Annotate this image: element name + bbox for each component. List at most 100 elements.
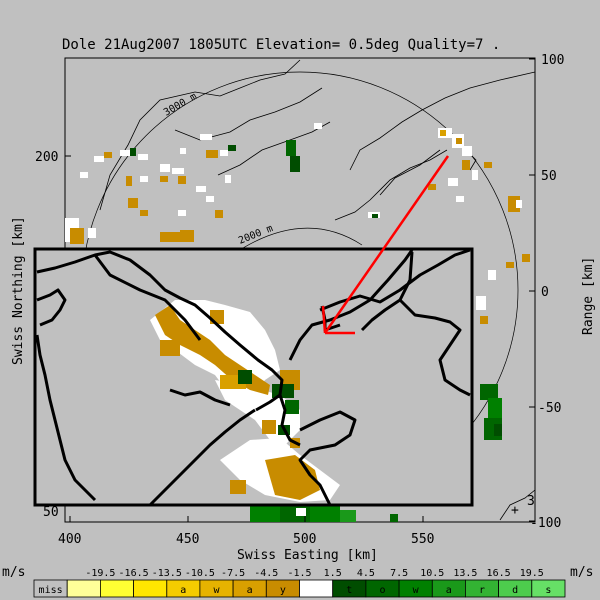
colorbar-tick-label: -7.5 bbox=[221, 568, 245, 579]
colorbar-cell-label: w bbox=[213, 585, 220, 596]
border-7 bbox=[360, 251, 414, 332]
range-tick-label: -100 bbox=[530, 516, 561, 531]
chart-title: Dole 21Aug2007 1805UTC Elevation= 0.5deg… bbox=[62, 37, 500, 53]
echo bbox=[494, 424, 502, 436]
range-tick-label: 100 bbox=[541, 53, 564, 68]
outline-5 bbox=[349, 71, 536, 171]
echo bbox=[488, 398, 502, 418]
echo bbox=[128, 198, 138, 208]
colorbar-tick-label: 1.5 bbox=[324, 568, 342, 579]
range-tick-label: 0 bbox=[541, 285, 549, 300]
colorbar-tick-label: 10.5 bbox=[420, 568, 444, 579]
colorbar-cell bbox=[100, 579, 135, 598]
y-axis-left: 200 50 Swiss Northing [km] bbox=[11, 150, 71, 520]
outline-3 bbox=[217, 121, 331, 176]
echo bbox=[506, 262, 514, 268]
colorbar-cells: miss a w a y t o w a r d s bbox=[33, 579, 566, 598]
colorbar-tick-label: -10.5 bbox=[185, 568, 215, 579]
x-tick-label: 450 bbox=[176, 532, 199, 547]
colorbar-cell-label: t bbox=[346, 585, 352, 596]
border-11 bbox=[298, 410, 357, 506]
x-tick-label: 500 bbox=[293, 532, 316, 547]
colorbar-cell-label: a bbox=[247, 585, 253, 596]
border-13 bbox=[278, 394, 301, 447]
colorbar-tick-label: 19.5 bbox=[520, 568, 544, 579]
wind-arrow-shaft bbox=[323, 155, 450, 334]
inset-boundaries bbox=[35, 248, 471, 507]
colorbar-tick-label: -13.5 bbox=[152, 568, 182, 579]
echo bbox=[290, 156, 300, 172]
colorbar: m/s m/s -19.5 -16.5 -13.5 -10.5 -7.5 -4.5 -1.5… bbox=[2, 565, 593, 598]
echo bbox=[480, 384, 498, 400]
wind-arrow bbox=[321, 155, 450, 335]
echo bbox=[180, 230, 194, 242]
colorbar-cell-label: a bbox=[446, 585, 452, 596]
y-tick-label: 200 bbox=[35, 150, 58, 165]
colorbar-tick-label: -19.5 bbox=[85, 568, 115, 579]
echo bbox=[390, 514, 398, 522]
echo bbox=[340, 510, 356, 522]
inset-echo-yellow-b bbox=[160, 340, 180, 356]
echo bbox=[296, 508, 306, 516]
echo bbox=[480, 316, 488, 324]
colorbar-cell-label: s bbox=[545, 585, 551, 596]
echo bbox=[88, 228, 96, 238]
colorbar-cell bbox=[133, 579, 168, 598]
inset-echo-green-b bbox=[272, 384, 294, 398]
echo bbox=[94, 156, 104, 162]
echo bbox=[516, 200, 522, 208]
corner-plus: + bbox=[511, 503, 519, 518]
zoom-inset bbox=[33, 247, 474, 507]
x-tick-label: 400 bbox=[58, 532, 81, 547]
colorbar-cell-label: o bbox=[379, 585, 385, 596]
echo bbox=[462, 160, 470, 170]
y-axis-right: 100 50 0 -50 -100 Range [km] bbox=[529, 53, 596, 531]
echo bbox=[314, 123, 322, 129]
echo bbox=[200, 134, 212, 140]
echo bbox=[178, 176, 186, 184]
echo bbox=[310, 504, 340, 522]
echo bbox=[206, 150, 218, 158]
colorbar-unit-left: m/s bbox=[2, 565, 25, 580]
border-3 bbox=[35, 334, 97, 502]
echo bbox=[104, 152, 112, 158]
range-axis-label: Range [km] bbox=[581, 257, 596, 335]
colorbar-unit-right: m/s bbox=[570, 565, 593, 580]
wind-arrow-head-2 bbox=[321, 305, 327, 334]
echo bbox=[140, 210, 148, 216]
echo bbox=[160, 232, 180, 242]
colorbar-ticks: -19.5 -16.5 -13.5 -10.5 -7.5 -4.5 -1.5 1.5 4.5 7.… bbox=[85, 568, 544, 579]
echo bbox=[488, 270, 496, 280]
echo bbox=[126, 176, 132, 186]
inset-echo-green-a bbox=[238, 370, 252, 384]
echo bbox=[522, 254, 530, 262]
echo bbox=[138, 154, 148, 160]
echo bbox=[180, 148, 186, 154]
echo bbox=[160, 164, 170, 172]
echo bbox=[372, 214, 378, 218]
border-5 bbox=[288, 249, 414, 361]
echo bbox=[472, 170, 478, 180]
colorbar-tick-label: -1.5 bbox=[287, 568, 311, 579]
echo bbox=[286, 140, 296, 156]
colorbar-cell-label: r bbox=[479, 585, 485, 596]
echo bbox=[456, 196, 464, 202]
colorbar-cell-label: miss bbox=[39, 585, 63, 596]
colorbar-tick-label: -4.5 bbox=[254, 568, 278, 579]
x-tick-label: 550 bbox=[411, 532, 434, 547]
range-tick-label: -50 bbox=[538, 401, 561, 416]
colorbar-tick-label: -16.5 bbox=[119, 568, 149, 579]
colorbar-cell bbox=[299, 579, 334, 598]
echo bbox=[225, 175, 231, 183]
corner-digit: 3 bbox=[527, 494, 535, 509]
terrain-outlines bbox=[99, 59, 536, 521]
inset-echoes bbox=[150, 300, 340, 502]
echo bbox=[70, 228, 84, 244]
echo bbox=[220, 150, 228, 156]
y-tick-label: 50 bbox=[43, 505, 59, 520]
echo bbox=[172, 168, 184, 174]
colorbar-cell bbox=[531, 579, 566, 598]
echo bbox=[206, 196, 214, 202]
colorbar-tick-label: 16.5 bbox=[487, 568, 511, 579]
